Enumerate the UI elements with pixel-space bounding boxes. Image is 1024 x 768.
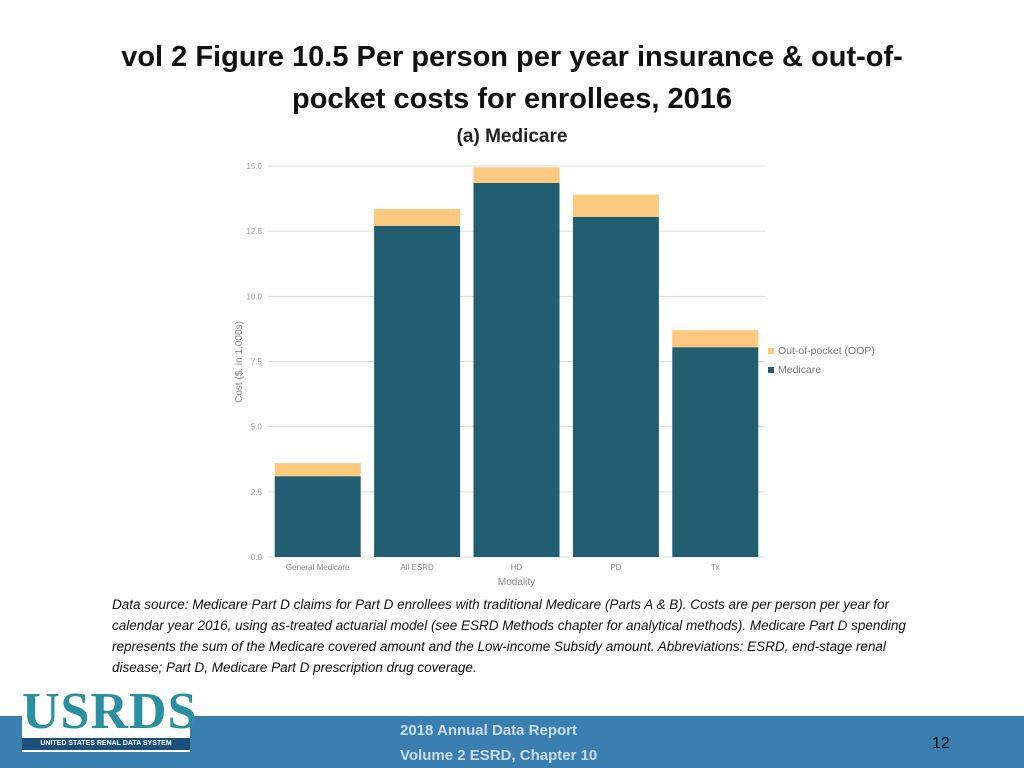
x-tick-label: Tx — [711, 563, 720, 572]
x-tick-label: PD — [610, 563, 621, 572]
y-tick-label: 5.0 — [251, 423, 263, 432]
slide-title: vol 2 Figure 10.5 Per person per year in… — [121, 41, 903, 115]
bar-medicare — [672, 347, 759, 557]
x-tick-label: All ESRD — [400, 563, 434, 572]
y-axis-label: Cost ($, in 1,000s) — [234, 321, 245, 403]
data-source-caption: Data source: Medicare Part D claims for … — [112, 597, 906, 675]
bar-out-of-pocket-oop — [374, 209, 461, 226]
x-tick-label: HD — [511, 563, 523, 572]
usrds-logo: USRDS UNITED STATES RENAL DATA SYSTEM — [22, 684, 197, 752]
x-axis-label: Modality — [498, 577, 535, 588]
y-tick-label: 0.0 — [251, 553, 263, 562]
footer-volume-chapter: Volume 2 ESRD, Chapter 10 — [400, 747, 598, 764]
x-tick-label: General Medicare — [286, 563, 350, 572]
y-tick-label: 12.5 — [246, 227, 262, 236]
legend-swatch — [768, 367, 774, 373]
y-tick-label: 15.0 — [246, 162, 262, 171]
y-tick-label: 2.5 — [251, 488, 263, 497]
bar-medicare — [572, 216, 659, 557]
stacked-bar-chart: (a) Medicare 0.0 2.5 5.0 7.5 10.0 12.5 15.0 Cost… — [234, 126, 875, 588]
bar-medicare — [274, 476, 361, 557]
bar-out-of-pocket-oop — [572, 194, 659, 217]
footer-report-title: 2018 Annual Data Report — [400, 722, 577, 739]
logo-subtitle: UNITED STATES RENAL DATA SYSTEM — [22, 738, 190, 750]
legend-label: Out-of-pocket (OOP) — [778, 345, 875, 357]
page-number: 12 — [932, 735, 950, 752]
legend-label: Medicare — [778, 364, 821, 376]
bar-out-of-pocket-oop — [672, 330, 759, 348]
chart-title: (a) Medicare — [457, 126, 568, 147]
logo-wordmark: USRDS — [22, 683, 198, 740]
bar-out-of-pocket-oop — [274, 463, 361, 477]
bar-medicare — [374, 225, 461, 557]
y-tick-label: 7.5 — [251, 358, 263, 367]
y-tick-label: 10.0 — [246, 292, 262, 301]
legend-swatch — [768, 348, 774, 354]
bar-out-of-pocket-oop — [473, 167, 560, 183]
bar-medicare — [473, 182, 560, 557]
